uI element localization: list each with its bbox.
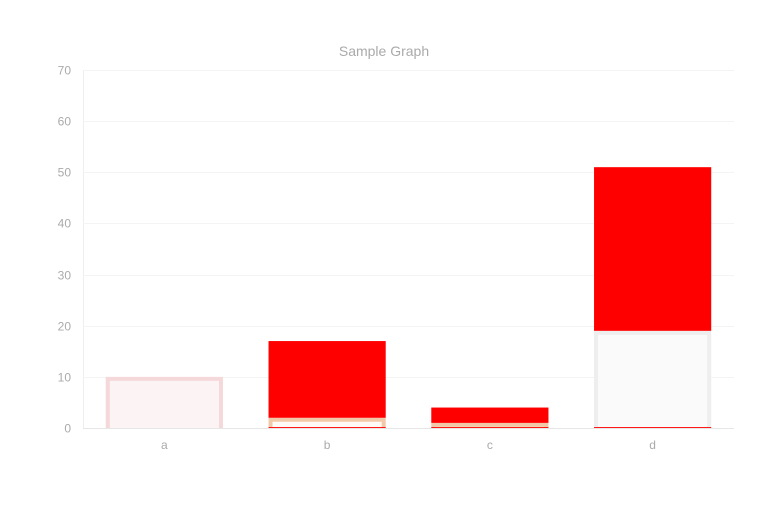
bar [594,167,712,331]
y-tick-label: 20 [58,320,72,334]
x-axis-ticks: a b c d [161,438,656,452]
y-tick-label: 30 [58,269,72,283]
bar-border [268,417,386,428]
bar [594,330,712,428]
x-tick-label: a [161,438,168,452]
x-tick-label: c [487,438,493,452]
x-tick-label: b [324,438,331,452]
bar [431,407,549,423]
y-tick-label: 10 [58,371,72,385]
bar [105,376,223,428]
bar [268,341,386,418]
bar-border [105,376,223,428]
y-tick-label: 70 [58,64,72,78]
y-tick-label: 0 [64,422,71,436]
bar [268,417,386,428]
x-tick-label: d [649,438,656,452]
y-tick-label: 40 [58,217,72,231]
bar-border [431,422,549,428]
bars [105,167,712,428]
chart-title: Sample Graph [338,43,430,59]
y-tick-label: 50 [58,166,72,180]
bar-border [594,330,712,428]
y-tick-label: 60 [58,115,72,129]
y-axis-ticks: 0 10 20 30 40 50 60 70 [58,64,72,436]
